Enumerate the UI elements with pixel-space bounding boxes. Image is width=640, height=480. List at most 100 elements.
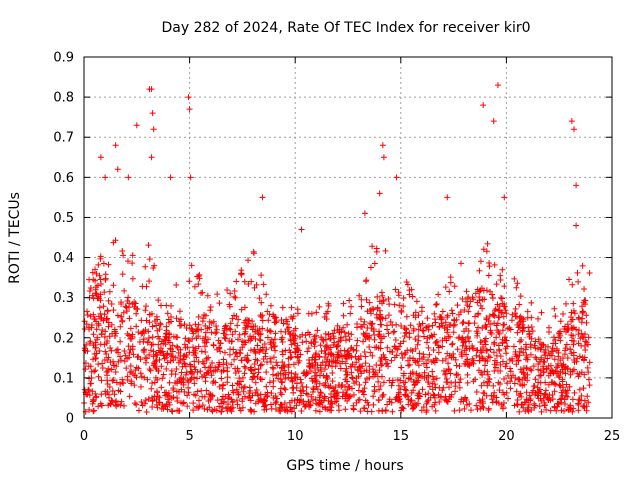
data-point	[318, 368, 325, 375]
data-point	[270, 377, 277, 384]
data-point	[86, 375, 93, 382]
x-tick-label: 15	[393, 429, 410, 444]
data-point	[168, 395, 175, 402]
data-point	[270, 313, 277, 320]
data-point	[141, 400, 148, 407]
data-point	[460, 398, 467, 405]
data-point	[232, 294, 239, 301]
data-point	[186, 338, 193, 345]
data-point	[119, 376, 126, 383]
data-point	[240, 388, 247, 395]
data-point	[104, 377, 111, 384]
data-point	[94, 334, 101, 341]
data-point	[499, 405, 506, 412]
y-tick-label: 0.8	[53, 91, 74, 106]
data-point	[482, 357, 489, 364]
data-point	[520, 349, 527, 356]
data-point	[95, 293, 102, 300]
data-point	[314, 327, 321, 334]
data-point	[525, 408, 532, 415]
data-point	[563, 341, 570, 348]
data-point	[113, 379, 120, 386]
data-point	[221, 327, 228, 334]
data-point	[145, 242, 152, 249]
data-point	[466, 320, 473, 327]
data-point	[464, 356, 471, 363]
data-point	[222, 322, 229, 329]
data-point	[551, 305, 558, 312]
data-point	[268, 401, 275, 408]
data-point	[551, 388, 558, 395]
data-point	[285, 374, 292, 381]
data-point	[342, 368, 349, 375]
y-tick-label: 0.5	[53, 211, 74, 226]
data-point	[117, 380, 124, 387]
data-point	[464, 335, 471, 342]
data-point	[92, 367, 99, 374]
data-point	[97, 253, 104, 260]
data-point	[528, 335, 535, 342]
data-point	[267, 328, 274, 335]
data-point	[315, 366, 322, 373]
data-point	[385, 330, 392, 337]
data-point	[544, 355, 551, 362]
data-point	[193, 403, 200, 410]
data-point	[95, 361, 102, 368]
data-point	[291, 335, 298, 342]
data-point	[310, 385, 317, 392]
data-point	[99, 365, 106, 372]
data-point	[348, 303, 355, 310]
data-point	[155, 297, 162, 304]
data-point	[385, 363, 392, 370]
data-point	[118, 300, 125, 307]
data-point	[149, 398, 156, 405]
data-point	[335, 349, 342, 356]
data-point	[319, 359, 326, 366]
data-point	[442, 319, 449, 326]
data-point	[504, 380, 511, 387]
data-point	[460, 319, 467, 326]
data-point	[373, 248, 380, 255]
data-point	[476, 294, 483, 301]
data-point	[286, 347, 293, 354]
data-point	[224, 374, 231, 381]
data-point	[178, 369, 185, 376]
data-point	[248, 366, 255, 373]
data-point	[218, 396, 225, 403]
data-point	[232, 370, 239, 377]
data-point	[270, 371, 276, 378]
data-point	[129, 260, 136, 267]
data-point	[185, 384, 192, 391]
data-point	[497, 361, 504, 368]
data-point	[500, 321, 507, 328]
data-point	[195, 281, 202, 288]
data-point	[278, 378, 285, 385]
data-point	[241, 304, 248, 311]
data-point	[121, 402, 128, 409]
data-point	[124, 330, 131, 337]
data-point	[452, 388, 459, 395]
data-point	[89, 269, 96, 276]
data-point	[400, 295, 407, 302]
data-point	[482, 335, 489, 342]
data-point	[153, 322, 160, 329]
data-point	[480, 102, 487, 109]
data-point	[97, 297, 104, 304]
data-point	[130, 351, 137, 358]
data-point	[296, 399, 303, 406]
data-point	[254, 357, 261, 364]
data-point	[499, 327, 506, 334]
data-point	[427, 394, 434, 401]
data-point	[198, 348, 205, 355]
data-point	[458, 351, 465, 358]
data-point	[415, 400, 422, 407]
data-point	[358, 296, 365, 303]
data-point	[437, 394, 444, 401]
data-point	[371, 387, 378, 394]
data-point	[570, 300, 577, 307]
data-point	[224, 404, 231, 411]
data-point	[483, 248, 490, 255]
data-point	[180, 356, 187, 363]
data-point	[151, 262, 158, 269]
data-point	[303, 338, 310, 345]
